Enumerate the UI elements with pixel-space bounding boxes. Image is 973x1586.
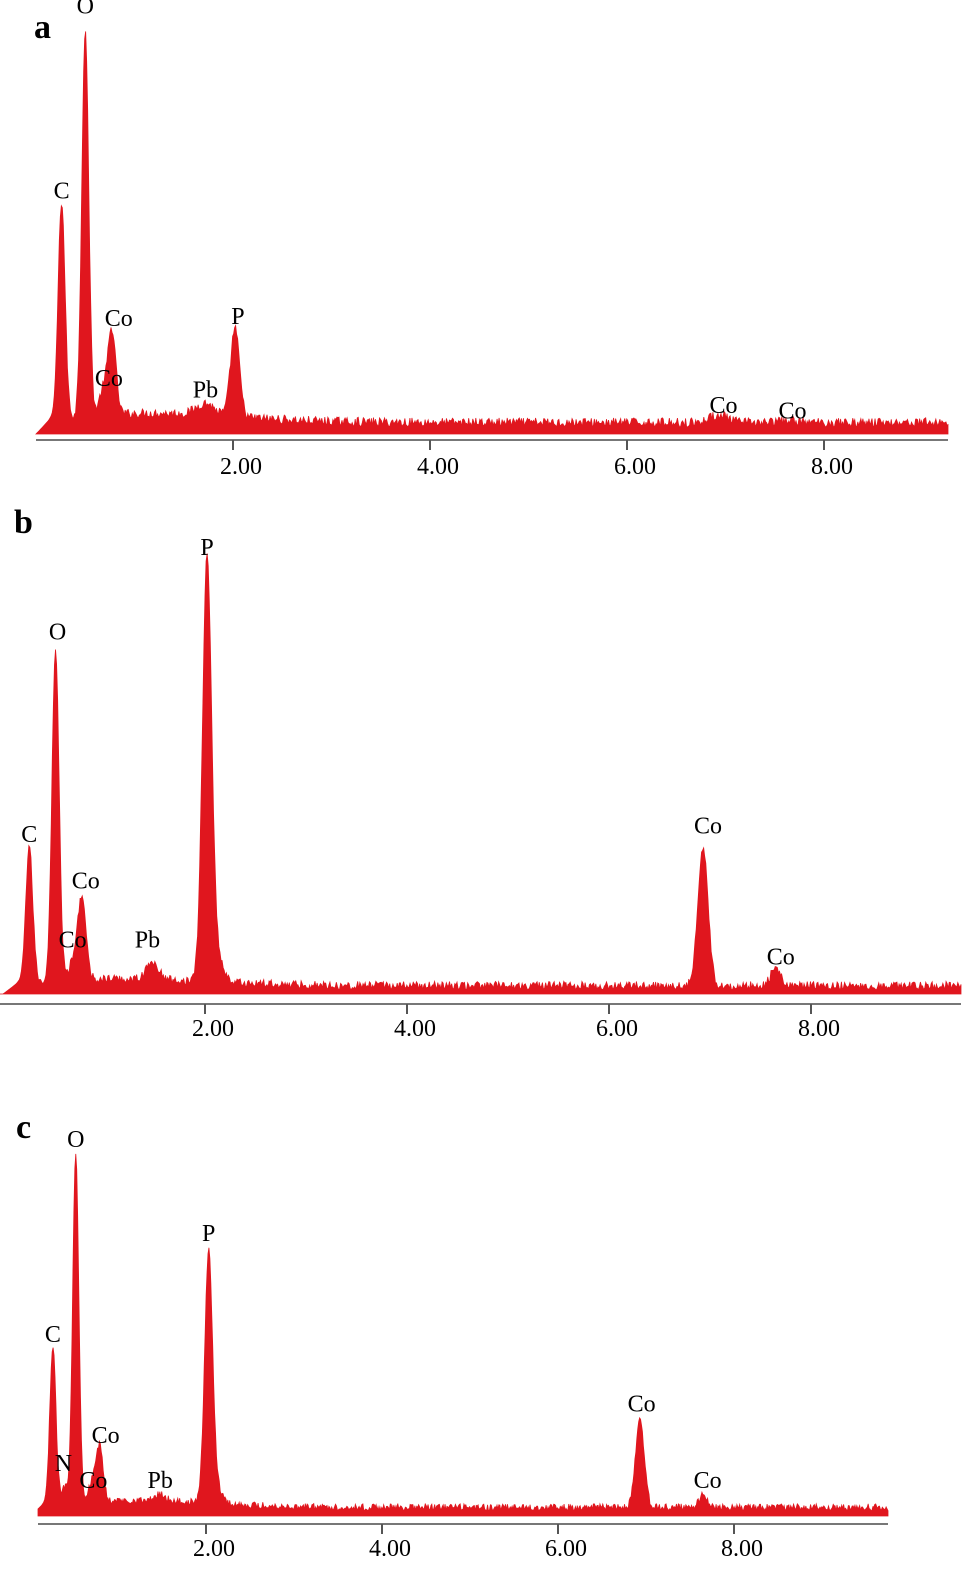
x-tick-label: 8.00	[721, 1536, 763, 1562]
x-tick-label: 2.00	[192, 1016, 234, 1042]
x-tick-label: 6.00	[614, 454, 656, 480]
panel-a: a 2.00 4.00 6.00 8.00 O C Co Co Pb P Co Co	[34, 0, 949, 480]
peak-label: Co	[92, 1423, 120, 1449]
peak-label: N	[55, 1451, 72, 1477]
x-tick-label: 2.00	[220, 454, 262, 480]
peak-label: Co	[694, 814, 722, 840]
panel-c: c 2.00 4.00 6.00 8.00 O P C Co N Co Pb Co Co	[16, 1109, 889, 1562]
panel-b: b 2.00 4.00 6.00 8.00 P O C Co Co Pb Co Co	[0, 504, 962, 1042]
peak-label: C	[54, 179, 70, 205]
peak-label: Co	[72, 869, 100, 895]
peak-label: O	[49, 620, 66, 646]
peak-label: Pb	[193, 377, 218, 403]
x-tick-label: 6.00	[596, 1016, 638, 1042]
x-tick-label: 2.00	[193, 1536, 235, 1562]
spectrum-area	[0, 553, 962, 995]
peak-label: Pb	[135, 928, 160, 954]
peak-label: Co	[694, 1468, 722, 1494]
panel-label-b: b	[14, 504, 33, 541]
peak-label: Co	[95, 366, 123, 392]
x-tick-label: 4.00	[417, 454, 459, 480]
peak-label: P	[231, 304, 244, 330]
peak-label: O	[77, 0, 94, 19]
x-tick-label: 8.00	[798, 1016, 840, 1042]
panel-label-c: c	[16, 1109, 31, 1146]
x-tick-label: 6.00	[545, 1536, 587, 1562]
peak-label: Co	[767, 944, 795, 970]
peak-label: Co	[79, 1468, 107, 1494]
x-tick-label: 4.00	[369, 1536, 411, 1562]
x-tick-label: 4.00	[394, 1016, 436, 1042]
peak-label: O	[67, 1127, 84, 1153]
spectrum-area	[37, 1153, 889, 1517]
peak-label: C	[21, 822, 37, 848]
peak-label: C	[45, 1322, 61, 1348]
peak-label: P	[200, 535, 213, 561]
x-tick-label: 8.00	[811, 454, 853, 480]
panel-label-a: a	[34, 9, 51, 46]
spectrum-area	[35, 31, 949, 435]
peak-label: Co	[59, 928, 87, 954]
peak-label: Co	[710, 393, 738, 419]
peak-label: Co	[105, 306, 133, 332]
peak-label: Co	[628, 1392, 656, 1418]
peak-label: P	[202, 1221, 215, 1247]
peak-label: Co	[778, 399, 806, 425]
peak-label: Pb	[148, 1468, 173, 1494]
